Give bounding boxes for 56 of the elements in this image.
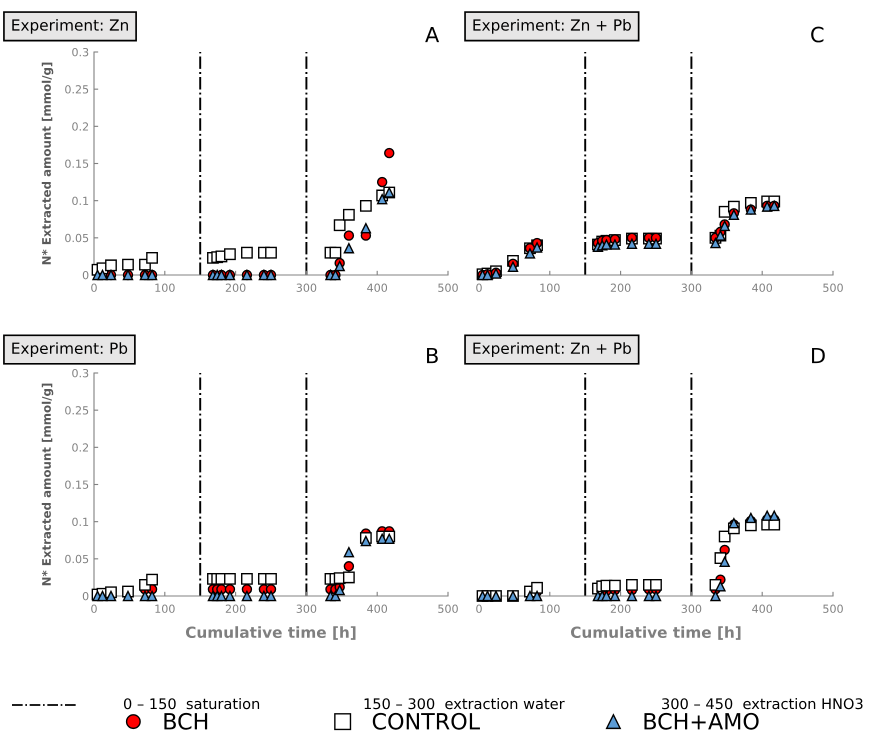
x-tick-label: 400 — [367, 604, 388, 613]
x-axis-title: Cumulative time [h] — [570, 626, 740, 640]
x-tick-label: 100 — [540, 284, 560, 292]
x-tick-label: 0 — [91, 284, 97, 292]
text: C — [811, 26, 824, 42]
text: D — [812, 348, 825, 364]
y-tick-label: 0.05 — [65, 554, 88, 564]
x-tick-label: 200 — [226, 604, 246, 613]
x-tick-label: 300 — [296, 284, 316, 292]
legend-label: CONTROL — [372, 712, 480, 730]
legend-label: BCH+AMO — [644, 712, 759, 730]
y-tick-label: 0.2 — [72, 122, 88, 131]
x-tick-label: 0 — [91, 604, 97, 613]
x-tick-label: 500 — [823, 284, 843, 292]
y-tick-label: 0.15 — [65, 480, 88, 489]
x-tick-label: 500 — [823, 604, 843, 613]
text: A — [425, 26, 440, 42]
x-tick-label: 500 — [438, 284, 458, 292]
x-tick-label: 100 — [155, 284, 175, 292]
chart-title: Experiment: Zn — [12, 18, 128, 34]
y-tick-label: 0 — [82, 592, 88, 600]
y-tick-label: 0.25 — [65, 85, 88, 94]
x-tick-label: 200 — [610, 284, 630, 292]
x-tick-label: 300 — [296, 604, 316, 613]
x-tick-label: 500 — [438, 604, 458, 613]
y-tick-label: 0.2 — [72, 443, 88, 452]
text: 150 – 300 extraction water — [364, 698, 565, 710]
x-tick-label: 400 — [367, 284, 388, 292]
x-tick-label: 100 — [540, 604, 560, 613]
text: 300 – 450 extraction HNO3 — [662, 698, 863, 710]
x-tick-label: 300 — [682, 604, 702, 613]
y-tick-label: 0 — [82, 270, 88, 280]
chart-title: Experiment: Zn + Pb — [473, 18, 631, 34]
y-axis-title: N* Extracted amount [mmol/g] — [42, 384, 54, 586]
x-tick-label: 100 — [155, 604, 175, 613]
x-tick-label: 0 — [476, 604, 482, 613]
text: 0 – 150 saturation — [124, 698, 260, 710]
y-tick-label: 0.25 — [65, 406, 88, 415]
y-axis-title: N* Extracted amount [mmol/g] — [42, 62, 54, 264]
x-tick-label: 200 — [610, 604, 630, 613]
x-tick-label: 200 — [226, 284, 246, 292]
y-tick-label: 0.1 — [72, 518, 88, 526]
y-tick-label: 0.15 — [65, 159, 88, 168]
y-tick-label: 0.05 — [65, 234, 88, 242]
chart-title: Experiment: Zn + Pb — [473, 342, 631, 357]
x-tick-label: 0 — [476, 284, 482, 292]
x-axis-title: Cumulative time [h] — [186, 626, 356, 640]
y-tick-label: 0.3 — [72, 48, 88, 56]
text: B — [427, 348, 438, 364]
x-tick-label: 400 — [752, 284, 772, 292]
y-tick-label: 0.1 — [72, 196, 88, 206]
chart-title: Experiment: Pb — [12, 342, 128, 357]
x-tick-label: 400 — [752, 604, 772, 613]
x-tick-label: 300 — [682, 284, 702, 292]
legend-label: BCH — [164, 712, 208, 730]
y-tick-label: 0.3 — [72, 368, 88, 378]
